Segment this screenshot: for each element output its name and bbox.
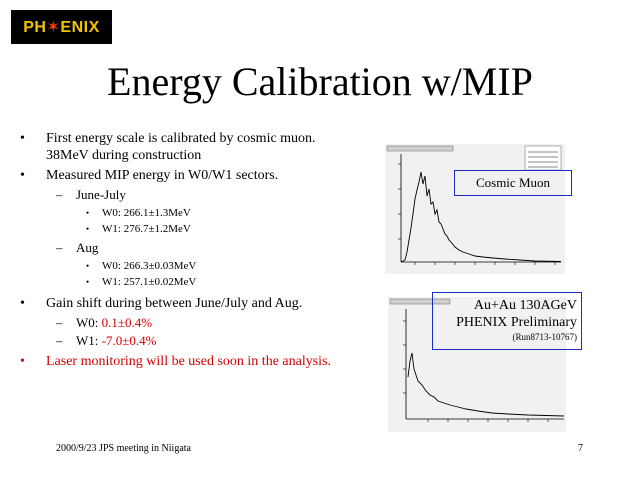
sub-bullet-w0-shift: – W0: 0.1±0.4% [20,315,360,331]
sub-sub-bullet: • W0: 266.1±1.3MeV [20,205,360,221]
bullet-dot-icon: • [86,224,90,234]
bullet-mip-energy: • Measured MIP energy in W0/W1 sectors. [20,167,360,184]
cosmic-muon-label-box: Cosmic Muon [454,170,572,196]
bullet-text: Laser monitoring will be used soon in th… [46,354,332,369]
dash-icon: – [56,240,63,255]
page-number: 7 [578,443,583,454]
bullet-dot-icon: • [86,208,90,218]
aug-w0-value: W0: 266.3±0.03MeV [102,260,197,272]
sub-bullet-text: Aug [76,240,99,255]
shift-label: W1: [76,333,99,348]
aug-w1-value: W1: 257.1±0.02MeV [102,276,197,288]
shift-label: W0: [76,315,99,330]
shift-value: -7.0±0.4% [101,333,157,348]
cosmic-histogram-image [386,145,562,265]
dash-icon: – [56,333,63,348]
sub-sub-bullet: • W1: 276.7±1.2MeV [20,221,360,237]
sub-bullet-text: June-July [76,187,126,202]
sub-sub-bullet: • W1: 257.1±0.02MeV [20,274,360,290]
cosmic-muon-label: Cosmic Muon [475,175,551,190]
cosmic-muon-histogram [385,144,565,274]
shift-value: 0.1±0.4% [101,315,153,330]
bullet-dot-icon: • [86,277,90,287]
bullet-dot-icon: • [86,261,90,271]
dash-icon: – [56,187,63,202]
bullet-gain-shift: • Gain shift during between June/July an… [20,295,360,312]
auau-histogram-image [389,298,565,422]
bullet-dot-icon: • [20,168,25,183]
auau-label-line2: PHENIX Preliminary [456,315,577,330]
bullet-list: • First energy scale is calibrated by co… [20,130,360,373]
dash-icon: – [56,315,63,330]
phenix-logo: PH✶ENIX [11,10,112,44]
auau-label-box: Au+Au 130AGeV PHENIX Preliminary (Run871… [432,292,582,350]
logo-text: PH✶ENIX [23,17,99,37]
bullet-text: First energy scale is calibrated by cosm… [46,131,316,163]
bullet-dot-icon: • [20,131,25,146]
logo-star-icon: ✶ [46,19,61,36]
bullet-text: Gain shift during between June/July and … [46,296,303,311]
june-w1-value: W1: 276.7±1.2MeV [102,223,191,235]
auau-label-line1: Au+Au 130AGeV [473,298,577,313]
sub-bullet-aug: – Aug [20,240,360,256]
bullet-dot-icon: • [20,296,25,311]
auau-label-line3: (Run8713-10767) [512,332,578,342]
slide-footer: 2000/9/23 JPS meeting in Niigata [56,443,191,454]
sub-bullet-w1-shift: – W1: -7.0±0.4% [20,333,360,349]
logo-prefix: PH [23,19,47,36]
sub-bullet-june-july: – June-July [20,187,360,203]
auau-histogram [388,297,566,432]
bullet-dot-icon: • [20,354,25,369]
bullet-text: Measured MIP energy in W0/W1 sectors. [46,168,279,183]
logo-suffix: ENIX [60,19,100,36]
bullet-cosmic-calibration: • First energy scale is calibrated by co… [20,130,360,164]
slide-title: Energy Calibration w/MIP [107,59,533,104]
sub-sub-bullet: • W0: 266.3±0.03MeV [20,258,360,274]
bullet-laser-monitoring: • Laser monitoring will be used soon in … [20,353,360,370]
june-w0-value: W0: 266.1±1.3MeV [102,207,191,219]
